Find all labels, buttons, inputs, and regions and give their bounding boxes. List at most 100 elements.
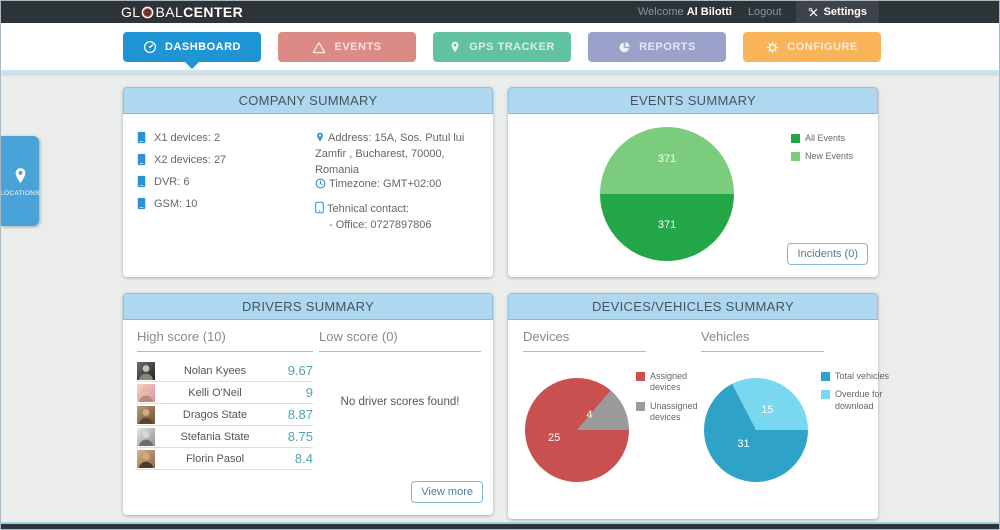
device-count-x1: X1 devices: 2 — [137, 131, 220, 144]
driver-score: 8.75 — [287, 429, 313, 444]
contact-label: Tehnical contact: — [327, 203, 409, 215]
pie-chart-icon — [619, 41, 630, 52]
driver-avatar — [137, 361, 155, 380]
nav-bar: DASHBOARD EVENTS GPS TRACKER REPORTS — [1, 23, 999, 73]
new-events-swatch — [791, 152, 800, 162]
high-score-column: High score (10) Nolan Kyees 9.67 Kelli O… — [137, 329, 313, 470]
warning-icon — [313, 41, 326, 53]
vehicles-pie-chart: 15 31 — [704, 378, 808, 482]
device-count-value: 10 — [185, 197, 198, 210]
high-score-list: Nolan Kyees 9.67 Kelli O'Neil 9 Dragos S… — [137, 360, 313, 470]
device-icon — [137, 131, 146, 144]
welcome-label: Welcome — [638, 6, 684, 18]
address-pin-icon — [317, 132, 323, 142]
driver-score: 8.87 — [287, 407, 313, 422]
driver-name: Kelli O'Neil — [188, 386, 242, 399]
clock-icon — [315, 178, 326, 189]
driver-row[interactable]: Stefania State 8.75 — [137, 426, 313, 448]
logo-text-gl: GL — [121, 4, 141, 20]
driver-row[interactable]: Florin Pasol 8.4 — [137, 448, 313, 470]
driver-score: 8.4 — [294, 451, 313, 466]
tab-configure[interactable]: CONFIGURE — [743, 32, 881, 62]
driver-avatar — [137, 449, 155, 468]
company-summary-title: COMPANY SUMMARY — [123, 87, 493, 114]
location-pin-icon — [15, 167, 25, 183]
driver-row[interactable]: Kelli O'Neil 9 — [137, 382, 313, 404]
devices-vehicles-summary-title: DEVICES/VEHICLES SUMMARY — [508, 293, 878, 320]
target-logo-icon — [142, 6, 154, 18]
timezone-label: Timezone: — [329, 178, 380, 190]
company-summary-panel: COMPANY SUMMARY X1 devices: 2 X2 devices… — [123, 87, 493, 277]
all-events-label: All Events — [805, 133, 846, 143]
devices-pie-chart: 25 4 — [525, 378, 629, 482]
pie-value-unassigned: 4 — [586, 409, 593, 422]
device-icon — [137, 153, 146, 166]
driver-name: Dragos State — [182, 408, 248, 421]
map-pin-icon — [451, 41, 459, 53]
company-timezone: Timezone: GMT+02:00 — [315, 177, 441, 193]
high-score-heading: High score (10) — [137, 329, 313, 352]
tab-events[interactable]: EVENTS — [278, 32, 416, 62]
pie-value-assigned: 25 — [547, 432, 561, 445]
app-logo: GL BAL CENTER — [121, 4, 243, 20]
pie-value-new-events: 371 — [657, 153, 677, 166]
locations-side-tab[interactable]: LOCATIONS — [0, 136, 40, 226]
device-count-x2: X2 devices: 27 — [137, 153, 226, 166]
tab-gps-tracker-label: GPS TRACKER — [469, 41, 555, 53]
logout-link[interactable]: Logout — [747, 6, 782, 18]
pie-value-overdue: 15 — [761, 404, 774, 417]
tab-reports[interactable]: REPORTS — [588, 32, 726, 62]
events-summary-title: EVENTS SUMMARY — [508, 87, 878, 114]
total-vehicles-label: Total vehicles — [835, 371, 890, 381]
devices-legend: Assigned devices Unassigned devices — [636, 371, 708, 430]
device-icon — [137, 197, 146, 210]
device-icon — [137, 175, 146, 188]
logo-text-center: CENTER — [183, 4, 244, 20]
device-count-dvr: DVR: 6 — [137, 175, 189, 188]
overdue-download-label: Overdue for download — [835, 389, 883, 411]
devices-heading: Devices — [523, 329, 646, 352]
company-contact: Tehnical contact: - Office: 0727897806 — [315, 201, 432, 234]
legend-item-unassigned: Unassigned devices — [636, 401, 708, 424]
driver-avatar — [137, 383, 155, 402]
overdue-download-swatch — [821, 390, 830, 400]
low-score-heading: Low score (0) — [319, 329, 481, 352]
view-more-button[interactable]: View more — [411, 481, 483, 503]
tab-gps-tracker[interactable]: GPS TRACKER — [433, 32, 571, 62]
contact-office-value: - Office: 0727897806 — [329, 218, 432, 231]
locations-label: LOCATIONS — [0, 189, 40, 197]
assigned-devices-label: Assigned devices — [650, 371, 688, 393]
device-count-label: X2 devices: — [154, 153, 211, 166]
new-events-label: New Events — [805, 151, 854, 162]
drivers-summary-panel: DRIVERS SUMMARY High score (10) Nolan Ky… — [123, 293, 493, 515]
events-legend: All Events New Events — [791, 133, 863, 170]
driver-score: 9 — [305, 385, 313, 400]
vehicles-heading: Vehicles — [701, 329, 824, 352]
device-count-value: 6 — [183, 175, 190, 188]
events-pie-chart: 371 371 — [600, 127, 734, 261]
events-summary-panel: EVENTS SUMMARY 371 371 All Events New Ev… — [508, 87, 878, 277]
tab-reports-label: REPORTS — [639, 41, 696, 53]
assigned-devices-swatch — [636, 372, 645, 381]
mobile-phone-icon — [315, 201, 324, 214]
low-score-column: Low score (0) No driver scores found! — [319, 329, 481, 408]
tab-dashboard[interactable]: DASHBOARD — [123, 32, 261, 69]
device-count-value: 2 — [213, 131, 221, 144]
driver-row[interactable]: Dragos State 8.87 — [137, 404, 313, 426]
driver-name: Florin Pasol — [185, 452, 245, 465]
user-name: Al Bilotti — [686, 6, 732, 18]
unassigned-devices-swatch — [636, 401, 645, 411]
footer-bar — [1, 522, 999, 529]
legend-item-all-events: All Events — [791, 133, 863, 144]
legend-item-new-events: New Events — [791, 151, 863, 162]
driver-row[interactable]: Nolan Kyees 9.67 — [137, 360, 313, 382]
legend-item-assigned: Assigned devices — [636, 371, 708, 394]
devices-vehicles-summary-panel: DEVICES/VEHICLES SUMMARY Devices Vehicle… — [508, 293, 889, 519]
gear-icon — [767, 41, 779, 53]
incidents-button[interactable]: Incidents (0) — [787, 243, 868, 265]
settings-menu-item[interactable]: Settings — [795, 1, 879, 23]
driver-name: Nolan Kyees — [183, 364, 247, 377]
driver-name: Stefania State — [180, 430, 250, 443]
total-vehicles-swatch — [821, 372, 830, 381]
